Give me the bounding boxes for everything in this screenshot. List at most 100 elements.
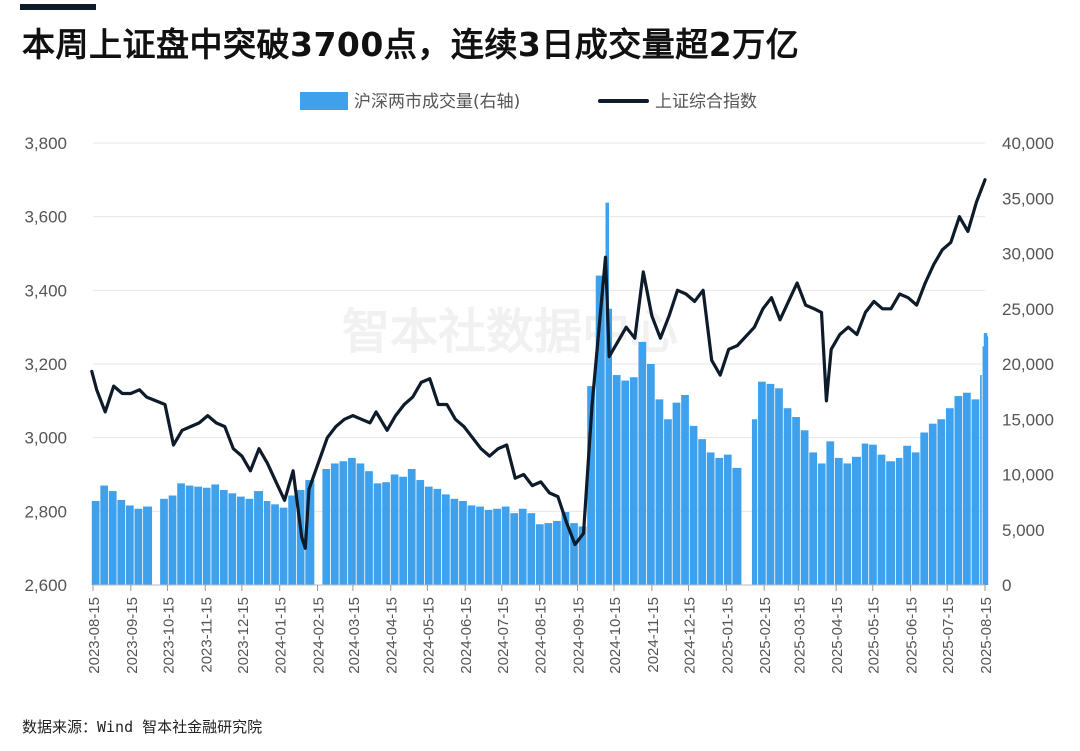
volume-bar — [903, 445, 911, 585]
volume-bar — [595, 275, 605, 585]
volume-bar — [706, 452, 715, 585]
volume-bars — [91, 202, 989, 586]
chart-title: 本周上证盘中突破3700点，连续3日成交量超2万亿 — [22, 25, 800, 64]
x-tick-label: 2024-06-15 — [458, 597, 475, 674]
volume-bar — [322, 468, 331, 585]
volume-bar — [664, 419, 672, 585]
volume-bar — [416, 480, 425, 585]
volume-bar — [518, 508, 527, 585]
volume-bar — [493, 508, 501, 585]
volume-bar — [751, 419, 758, 585]
volume-bar — [356, 463, 365, 585]
volume-bar — [800, 430, 809, 585]
legend-label-volume: 沪深两市成交量(右轴) — [354, 92, 520, 112]
volume-bar — [476, 506, 484, 585]
volume-bar — [681, 394, 689, 585]
volume-bar — [646, 364, 655, 585]
volume-bar — [143, 506, 153, 585]
volume-bar — [621, 380, 630, 585]
volume-bar — [895, 457, 903, 585]
watermark: 智本社数据中心 — [342, 304, 678, 360]
volume-bar — [108, 491, 117, 585]
volume-bar — [861, 443, 869, 585]
volume-bar — [91, 501, 100, 585]
volume-bar — [535, 524, 544, 585]
volume-bar — [570, 523, 578, 585]
axes: 2,600 2,800 3,000 3,200 3,400 3,600 3,800 0 5,00… — [24, 134, 1054, 674]
volume-bar — [980, 375, 982, 585]
title-accent-bar — [20, 4, 96, 10]
volume-bar — [263, 501, 271, 585]
volume-bar — [484, 509, 493, 585]
index-line-group — [90, 178, 987, 550]
volume-bar — [211, 484, 220, 585]
x-tick-label: 2025-02-15 — [757, 597, 774, 674]
volume-bar — [459, 501, 467, 585]
volume-bar — [501, 506, 510, 585]
volume-bar — [450, 498, 459, 585]
volume-bar — [851, 456, 861, 585]
y-right-tick-label: 35,000 — [1002, 189, 1054, 208]
volume-bar — [612, 375, 621, 585]
volume-bar — [288, 495, 296, 585]
volume-bar — [441, 494, 450, 585]
x-tick-label: 2025-06-15 — [904, 597, 921, 674]
volume-bar — [373, 483, 382, 585]
volume-bar — [834, 457, 843, 585]
volume-bar — [982, 346, 985, 585]
y-right-tick-label: 30,000 — [1002, 245, 1054, 264]
volume-bar — [228, 493, 237, 585]
volume-bar — [638, 341, 647, 585]
y-right-tick-label: 0 — [1002, 576, 1011, 595]
volume-bar — [792, 417, 800, 585]
y-right-tick-label: 5,000 — [1002, 521, 1045, 540]
x-tick-label: 2025-04-15 — [829, 597, 846, 674]
volume-bar — [817, 463, 826, 585]
volume-bar — [219, 489, 228, 585]
volume-bar — [629, 377, 638, 585]
y-left-tick-label: 3,000 — [24, 429, 67, 448]
volume-bar — [254, 491, 264, 585]
y-left-tick-label: 2,600 — [24, 576, 67, 595]
x-tick-label: 2023-09-15 — [124, 597, 141, 674]
x-tick-label: 2023-10-15 — [160, 597, 177, 674]
x-tick-label: 2025-01-15 — [719, 597, 736, 674]
volume-bar — [424, 486, 433, 585]
volume-bar — [202, 487, 211, 585]
volume-bar — [365, 471, 373, 585]
x-tick-label: 2024-03-15 — [346, 597, 363, 674]
volume-bar — [732, 467, 742, 585]
x-tick-label: 2024-10-15 — [607, 597, 624, 674]
volume-bar — [100, 485, 109, 585]
x-tick-label: 2025-07-15 — [940, 597, 957, 674]
volume-bar — [689, 425, 698, 585]
volume-bar — [134, 508, 143, 585]
volume-bar — [407, 468, 416, 585]
volume-bar — [655, 399, 664, 585]
volume-bar — [339, 461, 348, 585]
volume-bar — [160, 498, 168, 585]
x-tick-label: 2025-08-15 — [978, 597, 995, 674]
y-right-tick-label: 10,000 — [1002, 466, 1054, 485]
volume-bar — [330, 463, 339, 585]
volume-bar — [194, 486, 203, 585]
volume-bar — [467, 505, 476, 585]
y-left-tick-label: 3,800 — [24, 134, 67, 153]
volume-bar — [390, 474, 399, 585]
volume-bar — [399, 476, 408, 585]
volume-bar — [766, 383, 775, 585]
volume-bar — [869, 444, 877, 585]
index-line — [90, 178, 987, 550]
volume-bar — [185, 485, 194, 585]
x-tick-label: 2024-12-15 — [681, 597, 698, 674]
y-left-tick-label: 3,200 — [24, 355, 67, 374]
volume-bar — [672, 402, 681, 585]
legend: 沪深两市成交量(右轴) 上证综合指数 — [300, 92, 757, 112]
y-right-tick-label: 40,000 — [1002, 134, 1054, 153]
x-tick-label: 2023-11-15 — [198, 597, 215, 673]
volume-bar — [826, 441, 835, 585]
volume-bar — [877, 454, 886, 585]
volume-bar — [945, 408, 954, 585]
x-tick-label: 2025-05-15 — [866, 597, 883, 674]
volume-bar — [279, 507, 288, 585]
